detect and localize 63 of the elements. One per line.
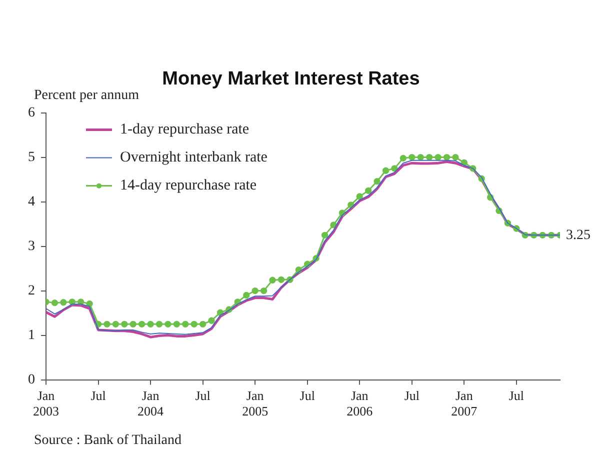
point [364, 187, 372, 194]
point [278, 276, 285, 284]
point [86, 300, 93, 308]
point [216, 309, 224, 316]
annotation: 3.25 [566, 228, 590, 243]
y-tick-label: 3 [28, 238, 35, 254]
point [173, 320, 180, 328]
point [182, 320, 189, 328]
point [130, 320, 136, 328]
x-tick-label: Jan 2004 [138, 388, 164, 419]
legend-label: 1-day repurchase rate [120, 122, 250, 138]
point [426, 154, 433, 161]
x-tick-label: Jul [195, 388, 211, 404]
point [417, 154, 424, 161]
x-tick-label: Jan 2007 [451, 388, 478, 419]
y-tick-label: 0 [28, 372, 35, 388]
legend-label: Overnight interbank rate [120, 150, 268, 166]
x-tick-label: Jan 2003 [33, 388, 59, 419]
point [51, 299, 58, 306]
point [391, 165, 398, 172]
point [460, 159, 468, 166]
point [348, 202, 354, 208]
x-tick-label: Jul [508, 388, 524, 404]
y-tick-label: 6 [28, 105, 35, 120]
legend-label: 14-day repurchase rate [120, 178, 257, 194]
point [330, 222, 337, 228]
point [164, 320, 172, 328]
y-tick-label: 1 [28, 328, 35, 343]
point [121, 320, 128, 328]
y-tick-label: 5 [28, 150, 35, 165]
point [356, 193, 363, 200]
point [382, 167, 390, 174]
point [260, 287, 268, 294]
x-tick-label: Jul [90, 388, 106, 404]
point [156, 320, 163, 328]
y-tick-label: 2 [28, 283, 35, 298]
point [112, 320, 120, 328]
point [452, 154, 459, 161]
point [138, 320, 146, 328]
y-tick-label: 4 [28, 194, 35, 210]
point [443, 154, 450, 161]
point [252, 287, 258, 294]
point [269, 276, 276, 284]
x-tick-label: Jan 2005 [242, 388, 268, 419]
point [243, 292, 250, 299]
point [199, 320, 206, 328]
x-tick-label: Jul [300, 388, 316, 404]
point [60, 299, 67, 306]
x-tick-label: Jan 2006 [346, 388, 374, 419]
point [68, 298, 76, 306]
point [400, 154, 407, 162]
source-note: Source : Bank of Thailand [34, 433, 182, 448]
point [434, 154, 442, 161]
point [374, 178, 380, 185]
point [190, 320, 198, 328]
chart-title: Money Market Interest Rates [162, 68, 420, 90]
x-tick-label: Jul [404, 388, 420, 404]
point [147, 320, 154, 328]
point [408, 154, 416, 161]
point [104, 320, 110, 328]
y-axis-title: Percent per annum [34, 88, 140, 103]
point [321, 232, 328, 239]
point [208, 317, 215, 324]
